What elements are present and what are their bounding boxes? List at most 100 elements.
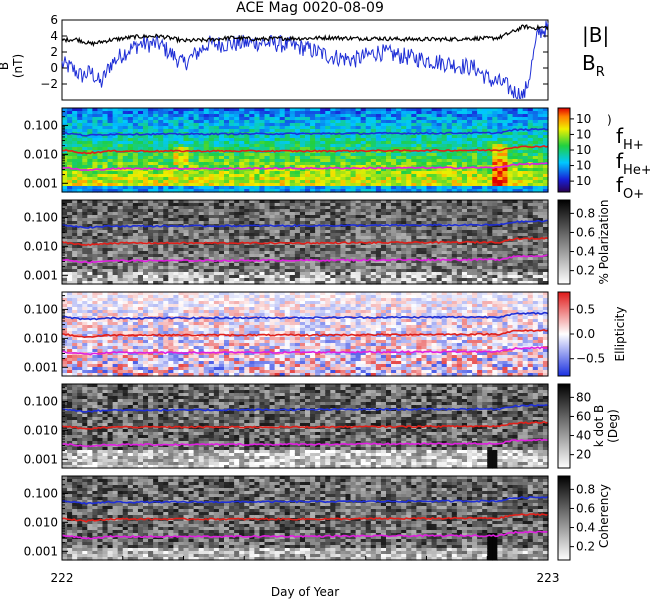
heatmap-cell (512, 138, 519, 142)
heatmap-cell (234, 174, 240, 178)
heatmap-cell (163, 126, 169, 130)
heatmap-cell (178, 174, 185, 178)
heatmap-cell (102, 245, 109, 249)
heatmap-cell (365, 159, 372, 163)
heatmap-cell (117, 189, 124, 193)
heatmap-cell (299, 174, 306, 178)
heatmap-cell (294, 123, 301, 127)
heatmap-cell (350, 132, 357, 136)
heatmap-cell (542, 132, 549, 136)
heatmap-cell (183, 245, 190, 249)
heatmap-cell (87, 171, 93, 175)
heatmap-cell (234, 159, 240, 163)
heatmap-cell (461, 168, 468, 172)
heatmap-cell (72, 233, 78, 237)
heatmap-cell (350, 108, 357, 112)
heatmap-cell (168, 236, 174, 240)
heatmap-cell (183, 209, 190, 213)
heatmap-cell (279, 111, 286, 115)
heatmap-cell (305, 159, 311, 163)
heatmap-cell (406, 138, 412, 142)
heatmap-cell (67, 215, 73, 219)
heatmap-cell (477, 144, 483, 148)
heatmap-cell (264, 144, 271, 148)
heatmap-cell (249, 138, 255, 142)
heatmap-cell (208, 162, 215, 166)
heatmap-cell (213, 156, 220, 160)
heatmap-cell (198, 138, 205, 142)
heatmap-cell (193, 221, 200, 225)
heatmap-cell (315, 171, 321, 175)
heatmap-cell (365, 129, 372, 133)
heatmap-cell (112, 108, 119, 112)
heatmap-cell (178, 275, 185, 279)
heatmap-cell (72, 239, 78, 243)
heatmap-cell (274, 147, 281, 151)
heatmap-cell (370, 138, 377, 142)
heatmap-cell (178, 266, 185, 270)
heatmap-cell (482, 177, 488, 181)
heatmap-cell (72, 254, 78, 258)
heatmap-cell (350, 168, 357, 172)
heatmap-cell (62, 189, 68, 193)
heatmap-cell (365, 123, 372, 127)
heatmap-cell (168, 138, 174, 142)
heatmap-cell (102, 144, 109, 148)
heatmap-cell (249, 147, 255, 151)
heatmap-cell (122, 144, 129, 148)
heatmap-cell (178, 239, 185, 243)
heatmap-cell (441, 150, 448, 154)
heatmap-cell (77, 206, 83, 210)
heatmap-cell (102, 120, 109, 124)
heatmap-cell (244, 144, 250, 148)
heatmap-cell (213, 144, 220, 148)
heatmap-cell (264, 180, 271, 184)
heatmap-cell (137, 147, 144, 151)
heatmap-cell (163, 177, 169, 181)
heatmap-cell (62, 206, 68, 210)
heatmap-cell (97, 171, 104, 175)
heatmap-cell (107, 212, 114, 216)
heatmap-cell (467, 156, 473, 160)
heatmap-cell (244, 171, 250, 175)
heatmap-cell (446, 117, 453, 121)
heatmap-cell (137, 242, 144, 246)
heatmap-cell (153, 135, 159, 139)
heatmap-cell (522, 180, 529, 184)
heatmap-cell (97, 254, 104, 258)
heatmap-cell (82, 209, 88, 213)
heatmap-cell (107, 120, 114, 124)
heatmap-cell (542, 117, 549, 121)
heatmap-cell (446, 159, 453, 163)
heatmap-cell (102, 171, 109, 175)
heatmap-cell (542, 135, 549, 139)
heatmap-cell (289, 180, 296, 184)
heatmap-cell (97, 108, 104, 112)
heatmap-cell (224, 168, 230, 172)
heatmap-cell (198, 263, 205, 267)
heatmap-cell (127, 183, 134, 187)
heatmap-cell (203, 144, 210, 148)
heatmap-cell (386, 171, 392, 175)
heatmap-cell (497, 135, 504, 139)
heatmap-cell (365, 156, 372, 160)
heatmap-cell (193, 189, 200, 193)
heatmap-cell (244, 129, 250, 133)
heatmap-cell (127, 248, 134, 252)
heatmap-cell (416, 120, 423, 124)
heatmap-cell (441, 114, 448, 118)
heatmap-cell (532, 138, 539, 142)
heatmap-cell (82, 278, 88, 282)
heatmap-cell (411, 156, 417, 160)
heatmap-cell (305, 180, 311, 184)
heatmap-cell (325, 117, 331, 121)
heatmap-cell (102, 275, 109, 279)
heatmap-cell (320, 159, 326, 163)
heatmap-cell (183, 269, 190, 273)
heatmap-cell (143, 248, 149, 252)
heatmap-cell (168, 245, 174, 249)
heatmap-cell (512, 147, 519, 151)
heatmap-cell (411, 108, 417, 112)
heatmap-cell (335, 144, 342, 148)
heatmap-cell (446, 153, 453, 157)
